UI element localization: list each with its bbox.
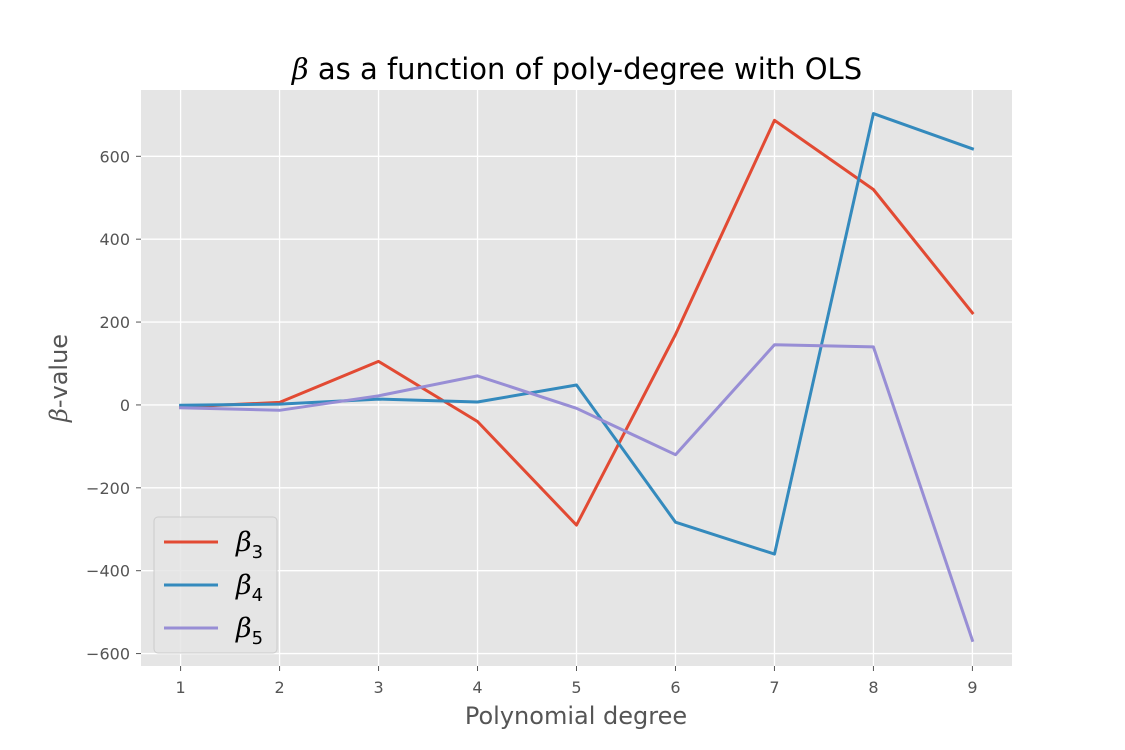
- legend-label-beta-3: β3: [235, 527, 263, 563]
- legend-label-beta-4: β4: [235, 570, 263, 606]
- x-tick-label: 7: [769, 678, 779, 697]
- x-tick-label: 5: [571, 678, 581, 697]
- x-tick-label: 6: [670, 678, 680, 697]
- x-tick-label: 9: [967, 678, 977, 697]
- chart-title: β as a function of poly-degree with OLS: [291, 52, 862, 86]
- x-axis-label: Polynomial degree: [465, 702, 687, 730]
- y-tick-label: −200: [86, 479, 130, 498]
- y-axis-label-text: -value: [45, 334, 73, 408]
- y-tick-label: −600: [86, 645, 130, 664]
- tick-labels: 1 2 3 4 5 6 7 8 9 −600 −400 −200 0 200 400 600: [86, 147, 977, 697]
- x-tick-label: 1: [175, 678, 185, 697]
- grid-lines: [141, 90, 1012, 666]
- x-tick-label: 8: [868, 678, 878, 697]
- y-tick-label: 0: [120, 396, 130, 415]
- y-axis-label-symbol: β: [45, 408, 73, 423]
- y-tick-label: −400: [86, 562, 130, 581]
- series-line-beta-3: [179, 118, 975, 527]
- x-tick-label: 4: [472, 678, 482, 697]
- x-tick-label: 2: [274, 678, 284, 697]
- chart-title-symbol: β: [291, 52, 309, 86]
- y-tick-label: 600: [99, 147, 130, 166]
- chart-title-text: as a function of poly-degree with OLS: [309, 52, 862, 86]
- x-tick-label: 3: [373, 678, 383, 697]
- legend: β3 β4 β5: [153, 516, 278, 654]
- series-line-beta-5: [179, 343, 975, 643]
- y-tick-label: 400: [99, 230, 130, 249]
- y-axis-label: β-value: [45, 334, 73, 423]
- y-tick-label: 200: [99, 313, 130, 332]
- legend-label-beta-5: β5: [235, 613, 263, 649]
- series-line-beta-4: [179, 112, 975, 556]
- series-lines: [179, 112, 975, 643]
